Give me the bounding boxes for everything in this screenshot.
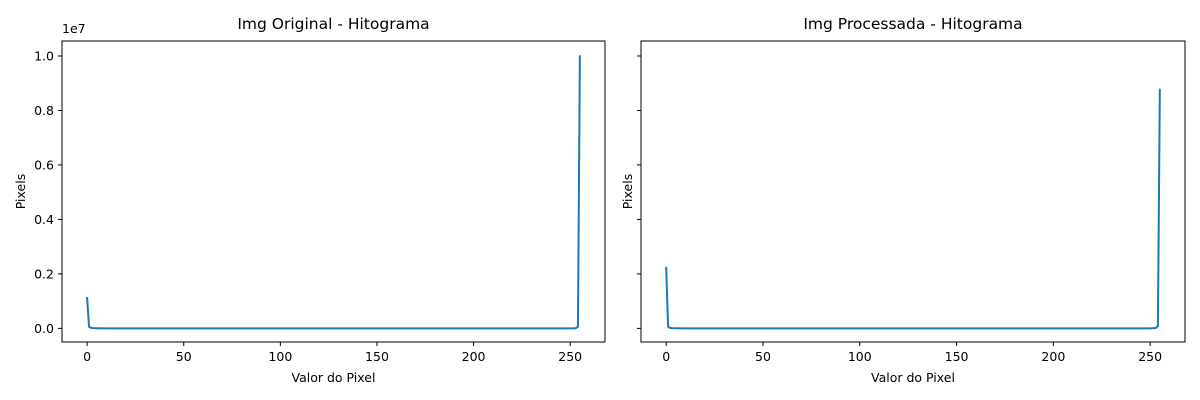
chart-1-x-tick-label: 50: [176, 349, 192, 364]
chart-1-y-tick-label: 1.0: [34, 48, 54, 63]
chart-1-y-tick-label: 0.8: [34, 103, 54, 118]
chart-2-title: Img Processada - Hitograma: [803, 15, 1022, 33]
chart-2-y-axis-label: Pixels: [620, 174, 635, 209]
chart-1-y-axis-label: Pixels: [13, 174, 28, 209]
chart-1-series-line: [86, 54, 581, 330]
chart-2-x-tick-label: 0: [662, 349, 670, 364]
chart-2-x-tick-label: 250: [1138, 349, 1162, 364]
chart-2-x-tick-label: 150: [945, 349, 969, 364]
chart-1-x-tick-label: 250: [558, 349, 582, 364]
chart-1-x-axis-label: Valor do Pixel: [292, 370, 376, 385]
chart-2-x-axis-label: Valor do Pixel: [871, 370, 955, 385]
chart-1-y-offset-label: 1e7: [62, 21, 86, 36]
chart-1-y-tick-label: 0.4: [34, 212, 54, 227]
chart-2-x-tick-label: 200: [1041, 349, 1065, 364]
chart-1-y-tick-label: 0.2: [34, 266, 54, 281]
chart-1-axes-frame: [61, 40, 606, 343]
chart-2-x-tick-label: 100: [848, 349, 872, 364]
chart-1-x-tick-label: 0: [83, 349, 91, 364]
chart-1-y-tick-label: 0.0: [34, 321, 54, 336]
chart-2-series-line: [665, 88, 1161, 330]
chart-1-x-tick-label: 200: [462, 349, 486, 364]
chart-1-y-tick-label: 0.6: [34, 157, 54, 172]
chart-2-x-tick-label: 50: [755, 349, 771, 364]
chart-1-title: Img Original - Hitograma: [237, 15, 429, 33]
chart-1-x-tick-label: 100: [268, 349, 292, 364]
chart-1-x-tick-label: 150: [365, 349, 389, 364]
chart-2-axes-frame: [640, 40, 1186, 343]
